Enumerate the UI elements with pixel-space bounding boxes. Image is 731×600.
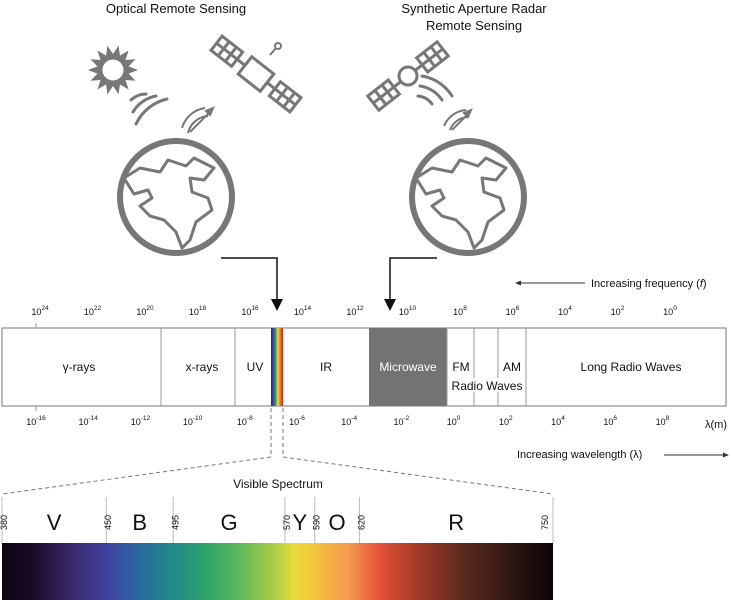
visible-wavelength-labels: 380 450 495 570 590 620 750 bbox=[0, 515, 550, 530]
gamma-rays-label: γ-rays bbox=[63, 360, 96, 374]
visible-spectrum-title: Visible Spectrum bbox=[233, 477, 323, 491]
wavelength-tick-label: 10-2 bbox=[394, 415, 410, 427]
frequency-tick-label: 1010 bbox=[399, 305, 417, 317]
antenna-icon bbox=[181, 106, 215, 134]
ir-label: IR bbox=[320, 360, 332, 374]
satellite-icon bbox=[208, 34, 304, 114]
frequency-tick-label: 1014 bbox=[294, 305, 312, 317]
uv-label: UV bbox=[247, 360, 264, 374]
optical-title: Optical Remote Sensing bbox=[106, 1, 246, 16]
frequency-caption: Increasing frequency ( bbox=[591, 278, 700, 290]
optical-pointer-arrow bbox=[221, 257, 283, 311]
wavelength-tick-label: 10-4 bbox=[341, 415, 357, 427]
svg-text:Increasing frequency (f): Increasing frequency (f) bbox=[591, 278, 707, 290]
frequency-tick-label: 1016 bbox=[241, 305, 259, 317]
wavelength-unit-label: λ(m) bbox=[705, 419, 727, 431]
frequency-symbol: f bbox=[700, 278, 704, 290]
visible-wavelength-label: 570 bbox=[282, 515, 292, 530]
visible-wavelength-label: 450 bbox=[103, 515, 113, 530]
visible-dividers bbox=[1, 497, 554, 543]
visible-color-letter: V bbox=[47, 510, 62, 535]
wavelength-caption: Increasing wavelength (λ) bbox=[517, 449, 642, 461]
frequency-tick-label: 1022 bbox=[84, 305, 102, 317]
earth-globe-icon-right bbox=[409, 138, 527, 256]
visible-wavelength-label: 750 bbox=[540, 515, 550, 530]
wavelength-tick-label: 100 bbox=[447, 415, 461, 427]
visible-wavelength-label: 620 bbox=[356, 515, 366, 530]
sar-signal-waves-icon bbox=[416, 74, 454, 106]
visible-color-letter: Y bbox=[292, 510, 307, 535]
frequency-tick-label: 1020 bbox=[136, 305, 154, 317]
microwave-label: Microwave bbox=[379, 360, 437, 374]
radio-waves-label: Radio Waves bbox=[452, 379, 523, 393]
long-radio-waves-label: Long Radio Waves bbox=[581, 360, 682, 374]
sar-pointer-arrow bbox=[384, 257, 437, 311]
fm-label: FM bbox=[452, 360, 469, 374]
am-label: AM bbox=[503, 360, 521, 374]
sar-antenna-icon bbox=[443, 108, 473, 131]
visible-wavelength-label: 380 bbox=[0, 515, 9, 530]
wavelength-tick-label: 104 bbox=[551, 415, 565, 427]
frequency-tick-label: 102 bbox=[611, 305, 625, 317]
earth-globe-icon-left bbox=[117, 138, 235, 256]
visible-wavelength-label: 590 bbox=[312, 515, 322, 530]
sar-satellite-icon bbox=[365, 39, 451, 113]
wavelength-tick-label: 102 bbox=[499, 415, 513, 427]
sar-title-line2: Remote Sensing bbox=[426, 18, 522, 33]
signal-waves-icon bbox=[129, 92, 169, 126]
wavelength-tick-label: 10-10 bbox=[183, 415, 203, 427]
sun-icon bbox=[88, 45, 138, 95]
sar-title-line1: Synthetic Aperture Radar bbox=[401, 1, 547, 16]
x-rays-label: x-rays bbox=[186, 360, 219, 374]
visible-color-letter: R bbox=[448, 510, 464, 535]
satellite-dish-icon bbox=[269, 42, 282, 56]
frequency-tick-label: 1012 bbox=[346, 305, 364, 317]
visible-wavelength-label: 495 bbox=[170, 515, 180, 530]
spectrum-bar bbox=[1, 323, 727, 411]
frequency-tick-label: 104 bbox=[558, 305, 572, 317]
frequency-tick-label: 106 bbox=[506, 305, 520, 317]
wavelength-direction: Increasing wavelength (λ) bbox=[517, 449, 729, 461]
wavelength-tick-label: 10-8 bbox=[237, 415, 253, 427]
wavelength-axis: 10-16 10-14 10-12 10-10 10-8 10-6 10-4 10-2 100 1… bbox=[26, 415, 669, 427]
wavelength-tick-label: 106 bbox=[603, 415, 617, 427]
frequency-caption-close: ) bbox=[703, 278, 707, 290]
frequency-tick-label: 1024 bbox=[31, 305, 49, 317]
wavelength-tick-label: 10-12 bbox=[131, 415, 151, 427]
visible-zoom-lines bbox=[1, 408, 554, 495]
frequency-tick-label: 100 bbox=[663, 305, 677, 317]
frequency-direction: Increasing frequency (f) bbox=[515, 278, 707, 290]
visible-band-strip bbox=[271, 328, 283, 406]
visible-color-letter: B bbox=[132, 510, 147, 535]
visible-color-letter: G bbox=[221, 510, 238, 535]
wavelength-tick-label: 10-6 bbox=[289, 415, 305, 427]
wavelength-tick-label: 10-14 bbox=[78, 415, 98, 427]
frequency-axis: 1024 1022 1020 1018 1016 1014 1012 1010 108 106 10… bbox=[31, 305, 677, 317]
frequency-tick-label: 108 bbox=[453, 305, 467, 317]
wavelength-tick-label: 108 bbox=[656, 415, 670, 427]
microwave-band bbox=[369, 328, 447, 406]
visible-color-letter: O bbox=[329, 510, 346, 535]
wavelength-tick-label: 10-16 bbox=[26, 415, 46, 427]
frequency-tick-label: 1018 bbox=[189, 305, 207, 317]
visible-spectrum-gradient bbox=[2, 543, 553, 600]
